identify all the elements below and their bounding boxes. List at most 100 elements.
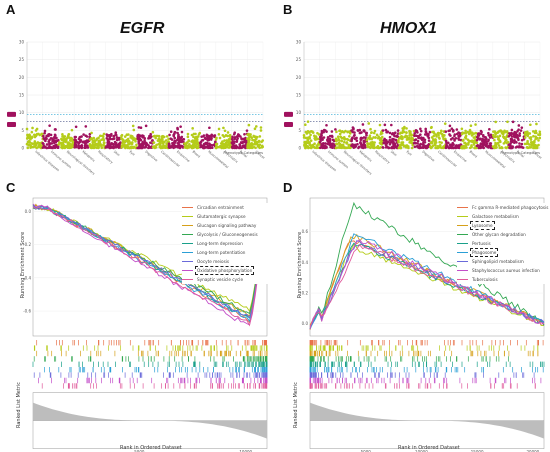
x-tick-label: 5000 <box>361 450 372 452</box>
data-point <box>85 144 88 147</box>
data-point <box>448 129 452 132</box>
data-point <box>144 124 148 128</box>
data-point <box>489 144 493 148</box>
data-point <box>95 138 98 142</box>
data-point <box>487 134 491 137</box>
data-point <box>448 143 452 147</box>
x-axis-label: Phenotype Categories <box>223 151 263 155</box>
data-point <box>235 140 239 143</box>
data-point <box>400 137 404 141</box>
data-point <box>468 128 472 132</box>
data-point <box>502 142 506 145</box>
legend-label: Glutamatergic synapse <box>197 214 246 219</box>
legend-label: Sphingolipid metabolism <box>472 259 524 264</box>
category-tick-label: Cancer <box>254 150 266 161</box>
data-point <box>35 127 39 131</box>
hit-band <box>44 367 268 373</box>
data-point <box>518 132 522 135</box>
data-point <box>399 131 403 135</box>
data-point <box>92 136 96 140</box>
data-point <box>359 137 363 140</box>
data-point <box>110 142 114 145</box>
data-point <box>343 140 346 144</box>
panel-label-d: D <box>283 180 293 195</box>
data-point <box>320 143 323 146</box>
data-point <box>393 131 397 135</box>
data-point <box>231 135 234 139</box>
data-point <box>91 140 95 143</box>
data-point <box>107 140 111 144</box>
data-point <box>419 146 422 150</box>
data-point <box>528 132 532 135</box>
y-tick-label: 10 <box>19 110 25 115</box>
data-point <box>137 142 141 145</box>
data-point <box>458 146 461 150</box>
data-point <box>334 146 338 150</box>
data-point <box>205 142 208 145</box>
data-point <box>356 129 360 132</box>
hit-band <box>36 340 268 346</box>
data-point <box>224 141 227 145</box>
data-point <box>374 146 378 149</box>
legend-label: Other glycan degradation <box>472 232 526 237</box>
data-point <box>434 146 437 150</box>
data-point <box>130 141 134 144</box>
data-point <box>217 133 221 136</box>
data-point <box>531 144 535 147</box>
data-point <box>488 142 492 145</box>
legend-item: Galactose metabolism <box>457 212 549 221</box>
data-point <box>41 132 44 136</box>
data-point <box>155 143 158 147</box>
data-point <box>217 127 221 131</box>
data-point <box>413 145 417 149</box>
data-point <box>139 126 143 129</box>
data-point <box>130 136 133 140</box>
data-point <box>378 123 382 127</box>
data-point <box>462 138 465 142</box>
data-point <box>381 129 385 132</box>
data-point <box>131 124 135 128</box>
data-point <box>226 134 230 138</box>
category-tick-label: Metabolic <box>81 150 96 163</box>
data-point <box>362 129 366 132</box>
data-point <box>313 146 317 150</box>
data-point <box>63 135 67 138</box>
data-point <box>449 134 452 137</box>
data-point <box>48 124 51 127</box>
data-point <box>243 132 246 136</box>
data-point <box>382 139 386 142</box>
data-point <box>341 136 345 140</box>
data-point <box>419 129 423 133</box>
data-point <box>369 143 373 146</box>
data-point <box>151 130 155 134</box>
data-point <box>451 141 455 145</box>
data-point <box>488 136 492 139</box>
data-point <box>105 137 109 140</box>
data-point <box>156 139 160 142</box>
data-point <box>353 133 356 137</box>
data-point <box>537 143 540 147</box>
data-point <box>455 128 459 131</box>
data-point <box>152 145 156 148</box>
data-point <box>529 136 533 139</box>
data-point <box>533 131 537 135</box>
data-point <box>86 146 90 149</box>
data-point <box>73 135 77 139</box>
data-point <box>238 144 242 147</box>
y-tick-label: 0.0 <box>302 321 309 326</box>
data-point <box>345 137 349 141</box>
data-point <box>112 145 115 148</box>
data-point <box>344 146 347 149</box>
data-point <box>479 143 482 146</box>
data-point <box>489 146 493 150</box>
data-point <box>338 129 342 132</box>
data-point <box>334 128 337 131</box>
category-tick-label: Renal <box>516 150 525 159</box>
legend-swatch <box>182 260 193 263</box>
data-point <box>165 146 168 149</box>
data-point <box>441 135 445 139</box>
data-point <box>158 140 162 143</box>
data-point <box>201 138 205 142</box>
data-point <box>120 144 124 147</box>
category-tick-label: Renal <box>239 150 248 159</box>
